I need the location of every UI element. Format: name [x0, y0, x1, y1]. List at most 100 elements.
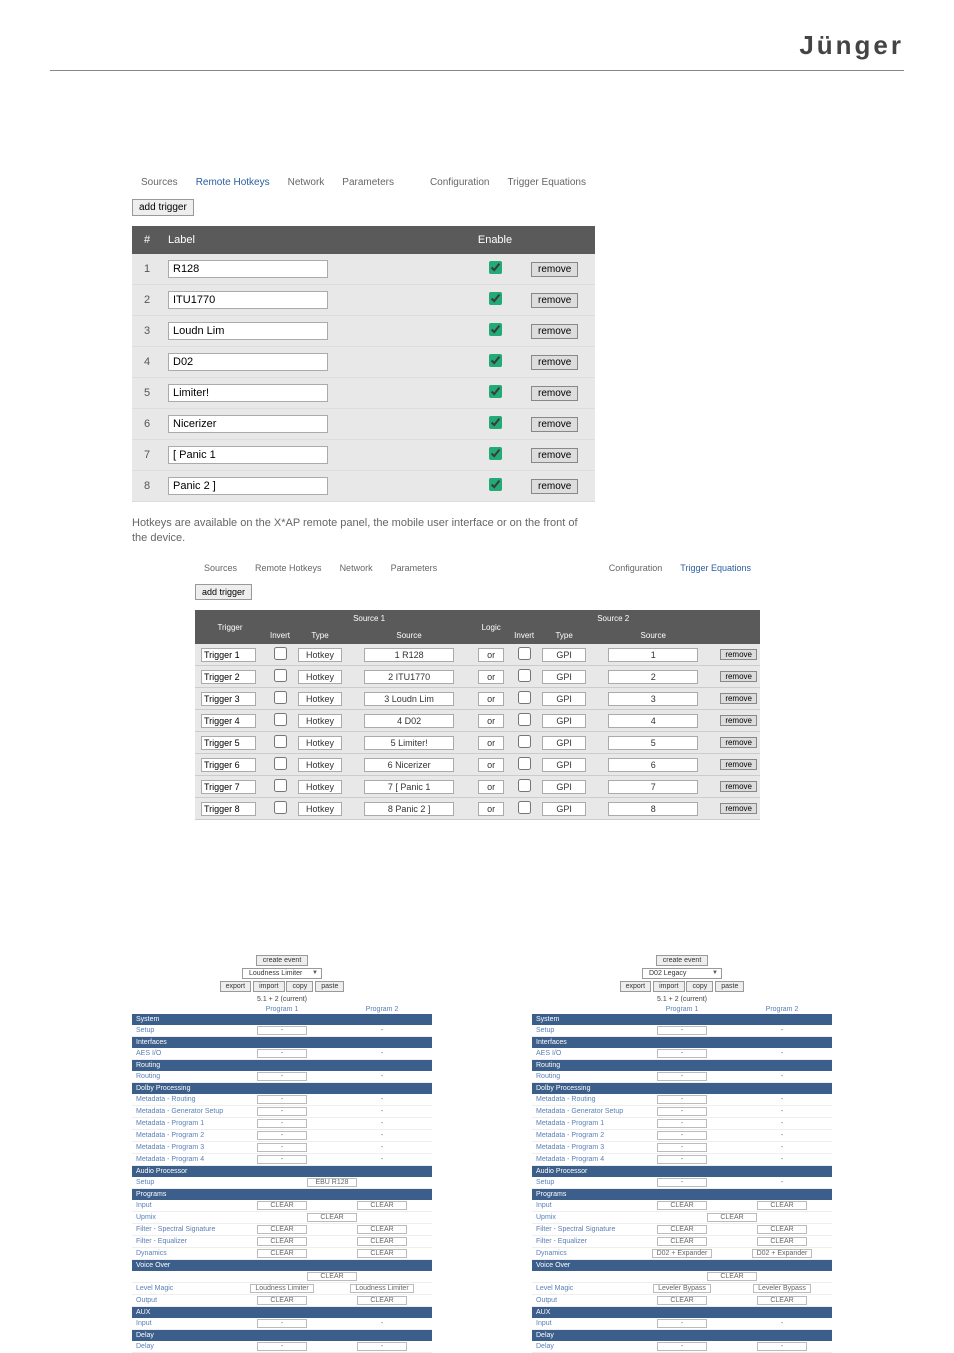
invert2-checkbox[interactable] [518, 757, 531, 770]
trigger-name-input[interactable] [201, 714, 256, 728]
logic-select[interactable]: or [478, 780, 504, 794]
invert2-checkbox[interactable] [518, 669, 531, 682]
source1-select[interactable]: 4 D02 [364, 714, 454, 728]
type1-select[interactable]: Hotkey [298, 692, 342, 706]
tab2-configuration[interactable]: Configuration [600, 558, 672, 578]
source1-select[interactable]: 6 Nicerizer [364, 758, 454, 772]
tab-sources[interactable]: Sources [132, 172, 187, 193]
tab-trigger-equations[interactable]: Trigger Equations [498, 172, 595, 193]
source2-select[interactable]: 4 [608, 714, 698, 728]
invert1-checkbox[interactable] [274, 779, 287, 792]
enable-checkbox[interactable] [489, 354, 502, 367]
label-input[interactable] [168, 384, 328, 402]
remove-button[interactable]: remove [720, 737, 757, 748]
type2-select[interactable]: GPI [542, 758, 586, 772]
event-dropdown-2[interactable]: D02 Legacy [642, 968, 722, 979]
tab-network[interactable]: Network [279, 172, 334, 193]
type2-select[interactable]: GPI [542, 692, 586, 706]
remove-button[interactable]: remove [531, 262, 578, 277]
type1-select[interactable]: Hotkey [298, 670, 342, 684]
tab2-sources[interactable]: Sources [195, 558, 246, 578]
label-input[interactable] [168, 477, 328, 495]
remove-button[interactable]: remove [531, 479, 578, 494]
type1-select[interactable]: Hotkey [298, 780, 342, 794]
label-input[interactable] [168, 291, 328, 309]
copy-button[interactable]: copy [286, 981, 313, 992]
type2-select[interactable]: GPI [542, 714, 586, 728]
enable-checkbox[interactable] [489, 323, 502, 336]
tab-configuration[interactable]: Configuration [421, 172, 498, 193]
create-event-button-2[interactable]: create event [656, 955, 709, 966]
enable-checkbox[interactable] [489, 261, 502, 274]
tab-remote-hotkeys[interactable]: Remote Hotkeys [187, 172, 279, 193]
type1-select[interactable]: Hotkey [298, 648, 342, 662]
remove-button[interactable]: remove [531, 355, 578, 370]
invert1-checkbox[interactable] [274, 647, 287, 660]
enable-checkbox[interactable] [489, 292, 502, 305]
type2-select[interactable]: GPI [542, 736, 586, 750]
invert2-checkbox[interactable] [518, 735, 531, 748]
source2-select[interactable]: 2 [608, 670, 698, 684]
trigger-name-input[interactable] [201, 802, 256, 816]
source2-select[interactable]: 7 [608, 780, 698, 794]
remove-button[interactable]: remove [720, 759, 757, 770]
remove-button[interactable]: remove [531, 417, 578, 432]
tab2-parameters[interactable]: Parameters [382, 558, 447, 578]
enable-checkbox[interactable] [489, 416, 502, 429]
type2-select[interactable]: GPI [542, 648, 586, 662]
logic-select[interactable]: or [478, 758, 504, 772]
logic-select[interactable]: or [478, 714, 504, 728]
event-dropdown[interactable]: Loudness Limiter [242, 968, 322, 979]
remove-button[interactable]: remove [531, 293, 578, 308]
import-button-2[interactable]: import [653, 981, 684, 992]
invert1-checkbox[interactable] [274, 735, 287, 748]
remove-button[interactable]: remove [531, 448, 578, 463]
export-button[interactable]: export [220, 981, 251, 992]
trigger-name-input[interactable] [201, 692, 256, 706]
enable-checkbox[interactable] [489, 478, 502, 491]
type1-select[interactable]: Hotkey [298, 758, 342, 772]
source1-select[interactable]: 5 Limiter! [364, 736, 454, 750]
trigger-name-input[interactable] [201, 670, 256, 684]
logic-select[interactable]: or [478, 802, 504, 816]
source2-select[interactable]: 5 [608, 736, 698, 750]
invert1-checkbox[interactable] [274, 801, 287, 814]
remove-button[interactable]: remove [531, 324, 578, 339]
add-trigger-button[interactable]: add trigger [132, 199, 194, 216]
logic-select[interactable]: or [478, 736, 504, 750]
invert1-checkbox[interactable] [274, 757, 287, 770]
enable-checkbox[interactable] [489, 385, 502, 398]
trigger-name-input[interactable] [201, 780, 256, 794]
enable-checkbox[interactable] [489, 447, 502, 460]
label-input[interactable] [168, 446, 328, 464]
source2-select[interactable]: 6 [608, 758, 698, 772]
logic-select[interactable]: or [478, 692, 504, 706]
remove-button[interactable]: remove [720, 649, 757, 660]
label-input[interactable] [168, 322, 328, 340]
copy-button-2[interactable]: copy [686, 981, 713, 992]
paste-button-2[interactable]: paste [715, 981, 744, 992]
invert2-checkbox[interactable] [518, 801, 531, 814]
import-button[interactable]: import [253, 981, 284, 992]
type2-select[interactable]: GPI [542, 670, 586, 684]
type1-select[interactable]: Hotkey [298, 714, 342, 728]
source1-select[interactable]: 8 Panic 2 ] [364, 802, 454, 816]
source1-select[interactable]: 1 R128 [364, 648, 454, 662]
invert1-checkbox[interactable] [274, 691, 287, 704]
tab2-remote-hotkeys[interactable]: Remote Hotkeys [246, 558, 331, 578]
label-input[interactable] [168, 260, 328, 278]
trigger-name-input[interactable] [201, 648, 256, 662]
remove-button[interactable]: remove [720, 693, 757, 704]
label-input[interactable] [168, 415, 328, 433]
source1-select[interactable]: 3 Loudn Lim [364, 692, 454, 706]
source2-select[interactable]: 8 [608, 802, 698, 816]
remove-button[interactable]: remove [720, 715, 757, 726]
remove-button[interactable]: remove [720, 671, 757, 682]
logic-select[interactable]: or [478, 670, 504, 684]
type2-select[interactable]: GPI [542, 780, 586, 794]
invert2-checkbox[interactable] [518, 779, 531, 792]
type2-select[interactable]: GPI [542, 802, 586, 816]
remove-button[interactable]: remove [720, 781, 757, 792]
source1-select[interactable]: 7 [ Panic 1 [364, 780, 454, 794]
create-event-button[interactable]: create event [256, 955, 309, 966]
